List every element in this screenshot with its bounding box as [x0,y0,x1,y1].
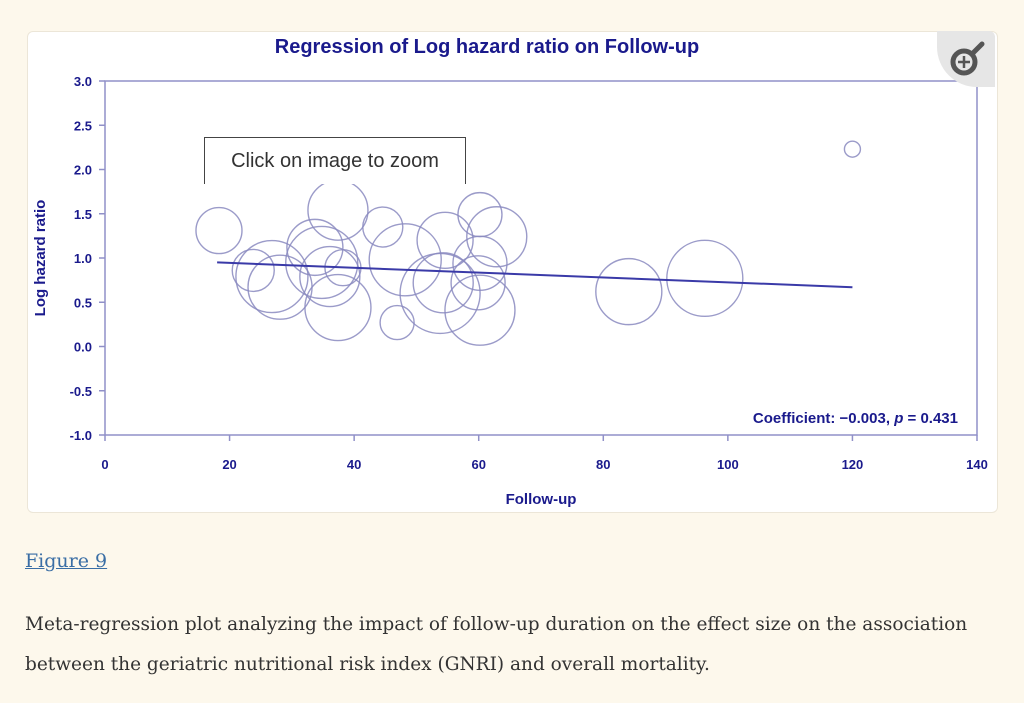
figure-link[interactable]: Figure 9 [25,550,108,572]
study-bubble [412,252,474,314]
study-bubble [304,273,372,342]
regression-line [217,261,853,289]
chart-title: Regression of Log hazard ratio on Follow… [275,36,699,58]
y-axis-label: Log hazard ratio [32,200,49,317]
y-tick-label: 2.5 [74,118,92,133]
zoom-tooltip: Click on image to zoom [204,137,466,184]
x-axis-label: Follow-up [506,491,577,508]
x-tick-label: 100 [717,457,739,472]
study-bubble [362,206,404,248]
study-bubble [235,239,309,314]
study-bubble [416,211,474,270]
coefficient-annotation: Coefficient: −0.003, p = 0.431 [753,410,958,427]
y-tick-label: 2.0 [74,163,92,178]
study-bubble [379,304,415,341]
figure-caption: Meta-regression plot analyzing the impac… [25,614,968,675]
study-bubble [450,255,506,311]
annotation-suffix: = 0.431 [903,410,958,427]
study-bubble [452,235,508,292]
study-bubble [368,223,442,297]
study-bubble [843,140,862,158]
y-tick-label: -1.0 [70,428,92,443]
study-bubble [466,206,528,268]
y-tick-label: 3.0 [74,74,92,89]
x-tick-label: 40 [347,457,361,472]
study-bubble [457,191,503,238]
study-bubble [299,245,361,308]
zoom-button[interactable] [937,31,995,87]
y-tick-label: 1.0 [74,251,92,266]
annotation-p: p [893,410,903,427]
x-tick-label: 80 [596,457,610,472]
x-tick-label: 140 [966,457,988,472]
study-bubble [231,248,275,293]
y-tick-label: 1.5 [74,207,92,222]
y-tick-label: 0.0 [74,340,92,355]
study-bubble [285,225,359,300]
x-tick-label: 120 [842,457,864,472]
study-bubble [595,257,663,326]
meta-regression-chart[interactable]: Regression of Log hazard ratio on Follow… [0,0,1024,520]
study-bubble [195,206,243,255]
magnifier-plus-icon [950,41,985,76]
study-bubble [286,218,344,277]
study-bubble [444,274,516,346]
chart-card[interactable] [27,31,998,513]
y-tick-label: -0.5 [70,384,92,399]
x-tick-label: 0 [101,457,108,472]
y-tick-label: 0.5 [74,295,92,310]
x-tick-label: 60 [471,457,485,472]
study-bubble [666,239,744,318]
annotation-prefix: Coefficient: −0.003, [753,410,894,427]
x-tick-label: 20 [222,457,236,472]
